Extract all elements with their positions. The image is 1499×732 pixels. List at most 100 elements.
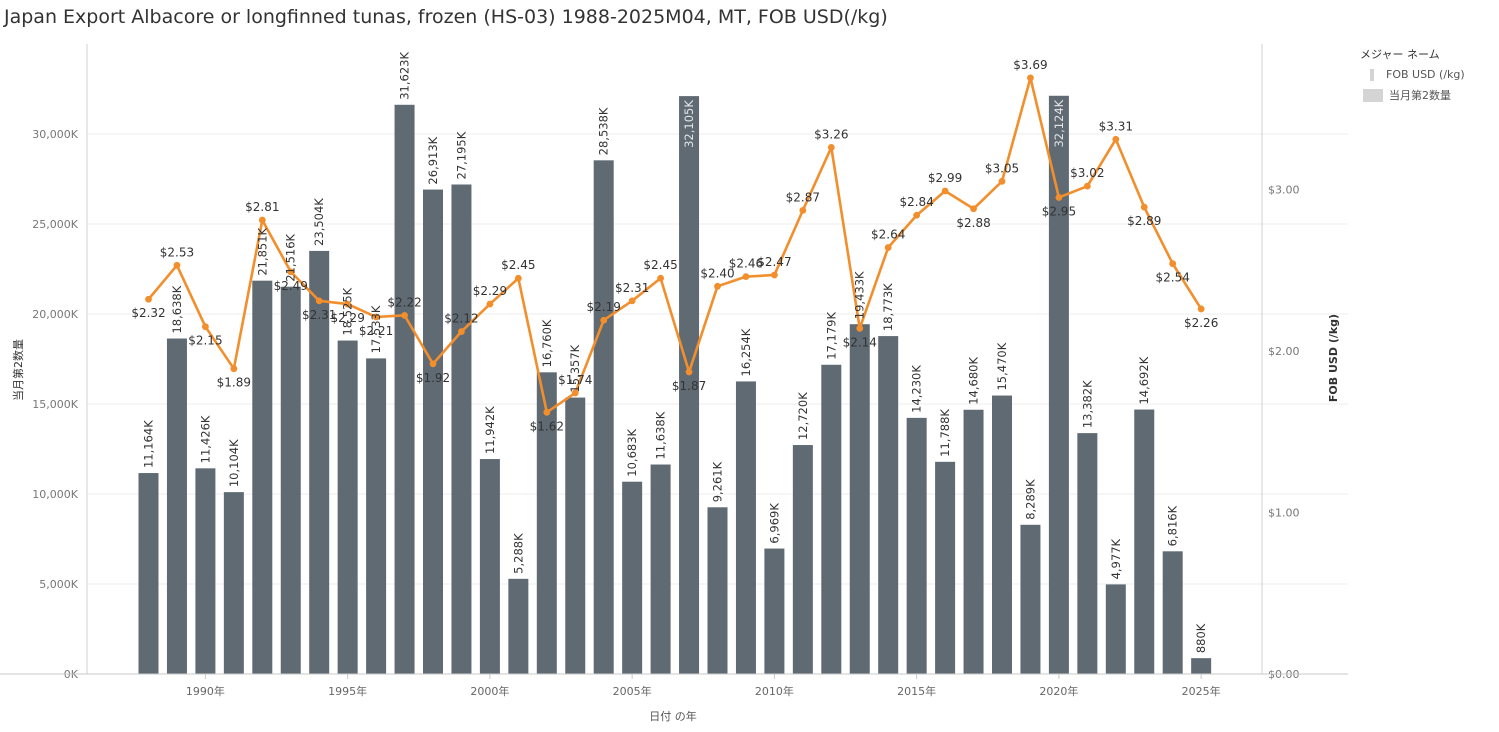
bar bbox=[650, 464, 671, 674]
fob-point bbox=[856, 324, 864, 332]
fob-value-label: $2.31 bbox=[302, 308, 336, 322]
fob-point bbox=[230, 365, 238, 373]
x-tick-label: 2015年 bbox=[897, 684, 936, 698]
fob-point bbox=[742, 273, 750, 281]
bar bbox=[508, 578, 529, 674]
x-tick-label: 1995年 bbox=[328, 684, 367, 698]
fob-point bbox=[486, 300, 494, 308]
bar bbox=[309, 250, 330, 675]
bar bbox=[1134, 409, 1155, 674]
fob-value-label: $2.32 bbox=[131, 306, 165, 320]
fob-value-label: $1.62 bbox=[530, 419, 564, 433]
y-left-tick-label: 30,000K bbox=[32, 128, 78, 141]
legend-item-fob[interactable]: FOB USD (/kg) bbox=[1360, 68, 1465, 81]
fob-value-label: $2.12 bbox=[444, 312, 478, 326]
bar-value-label: 18,773K bbox=[881, 283, 895, 331]
bar bbox=[792, 445, 813, 674]
fob-point bbox=[344, 300, 352, 308]
fob-value-label: $3.31 bbox=[1099, 119, 1133, 133]
axes: 0K5,000K10,000K15,000K20,000K25,000K30,0… bbox=[0, 44, 1348, 698]
bar bbox=[565, 397, 586, 674]
fob-value-label: $2.95 bbox=[1042, 204, 1076, 218]
fob-point bbox=[401, 311, 408, 319]
bar-value-label: 11,426K bbox=[198, 415, 212, 463]
fob-value-label: $1.92 bbox=[416, 371, 450, 385]
fob-value-label: $2.64 bbox=[871, 228, 905, 242]
bar-value-label: 11,788K bbox=[938, 409, 952, 457]
bar-series bbox=[138, 95, 1212, 675]
bar-value-label: 32,105K bbox=[682, 100, 696, 148]
fob-point bbox=[315, 297, 323, 305]
y-axis-left-title: 当月第2数量 bbox=[11, 339, 25, 401]
bar bbox=[906, 417, 927, 674]
bar bbox=[735, 381, 756, 674]
bar-value-label: 11,164K bbox=[142, 420, 156, 468]
bar bbox=[935, 461, 956, 674]
fob-value-label: $2.54 bbox=[1156, 271, 1190, 285]
fob-value-label: $2.47 bbox=[757, 255, 791, 269]
bar-value-label: 10,104K bbox=[227, 439, 241, 487]
fob-point bbox=[202, 323, 209, 331]
legend-title: メジャー ネーム bbox=[1360, 48, 1440, 61]
x-tick-label: 2020年 bbox=[1039, 684, 1078, 698]
bar-value-label: 17,179K bbox=[824, 312, 838, 360]
fob-point bbox=[1197, 305, 1205, 313]
bar-value-label: 880K bbox=[1194, 623, 1208, 653]
legend-label-quantity: 当月第2数量 bbox=[1389, 89, 1451, 102]
bar bbox=[252, 280, 273, 674]
legend-item-quantity[interactable]: 当月第2数量 bbox=[1360, 87, 1465, 103]
bar bbox=[764, 548, 785, 674]
fob-value-label: $2.22 bbox=[387, 295, 421, 309]
y-axis-right-title: FOB USD (/kg) bbox=[1327, 314, 1340, 402]
y-left-tick-label: 10,000K bbox=[32, 488, 78, 501]
x-tick-label: 1990年 bbox=[186, 684, 225, 698]
bar bbox=[679, 96, 700, 675]
bar-value-label: 12,720K bbox=[796, 392, 810, 440]
bar-value-label: 14,680K bbox=[967, 357, 981, 405]
fob-value-label: $2.84 bbox=[899, 195, 933, 209]
fob-point bbox=[714, 282, 721, 290]
bar-value-label: 15,470K bbox=[995, 342, 1009, 390]
bar-value-label: 6,969K bbox=[767, 503, 781, 544]
fob-point bbox=[1112, 135, 1120, 143]
bar bbox=[479, 459, 500, 674]
x-axis-title: 日付 の年 bbox=[649, 709, 697, 723]
fob-value-label: $2.31 bbox=[615, 281, 649, 295]
fob-point bbox=[543, 408, 551, 416]
bar-value-label: 11,942K bbox=[483, 406, 497, 454]
fob-point bbox=[258, 216, 266, 224]
fob-value-label: $2.14 bbox=[843, 335, 877, 349]
bar bbox=[394, 104, 415, 674]
bar-value-label: 8,289K bbox=[1023, 479, 1037, 520]
bar bbox=[963, 409, 984, 674]
fob-point bbox=[1083, 182, 1091, 190]
bar bbox=[536, 372, 557, 674]
fob-point bbox=[998, 177, 1006, 185]
bar-value-label: 10,683K bbox=[625, 428, 639, 476]
bar bbox=[366, 358, 387, 674]
bar bbox=[223, 492, 244, 674]
fob-value-label: $2.40 bbox=[700, 266, 734, 280]
y-left-tick-label: 15,000K bbox=[32, 398, 78, 411]
y-left-tick-label: 25,000K bbox=[32, 218, 78, 231]
fob-point bbox=[1140, 203, 1148, 211]
bar bbox=[337, 340, 358, 674]
bar bbox=[622, 481, 643, 674]
bar-value-label: 6,816K bbox=[1166, 505, 1180, 546]
bar bbox=[821, 364, 842, 674]
x-tick-label: 2025年 bbox=[1182, 684, 1221, 698]
bar bbox=[1048, 95, 1069, 674]
y-left-tick-label: 20,000K bbox=[32, 308, 78, 321]
bar-value-label: 14,692K bbox=[1137, 356, 1151, 404]
y-right-tick-label: $2.00 bbox=[1268, 345, 1300, 358]
bar bbox=[451, 184, 472, 675]
fob-value-label: $2.89 bbox=[1127, 214, 1161, 228]
legend: メジャー ネーム FOB USD (/kg) 当月第2数量 bbox=[1360, 46, 1465, 109]
chart-title: Japan Export Albacore or longfinned tuna… bbox=[4, 6, 888, 28]
bar-value-label: 16,254K bbox=[739, 328, 753, 376]
bar bbox=[849, 324, 870, 674]
fob-point bbox=[628, 297, 636, 305]
y-right-tick-label: $1.00 bbox=[1268, 506, 1300, 519]
bar bbox=[878, 336, 899, 674]
